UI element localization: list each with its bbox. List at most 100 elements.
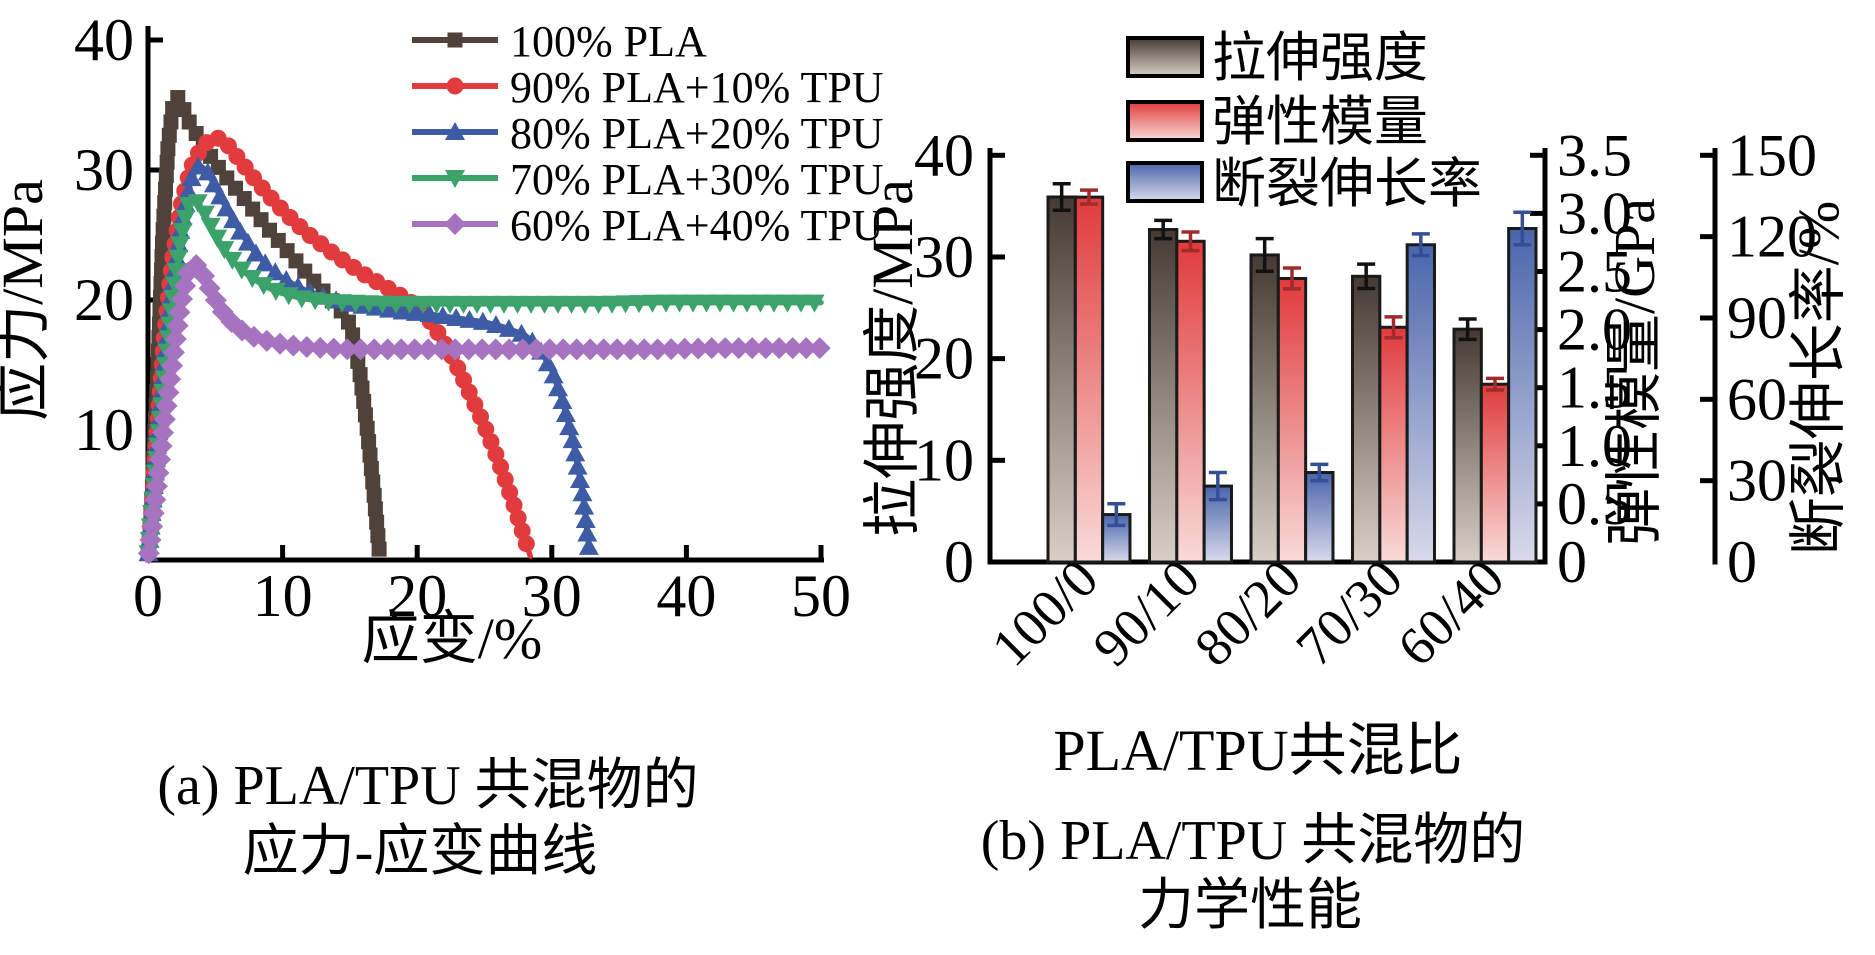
curve-marker-4 <box>139 528 162 551</box>
legend-marker-1 <box>446 77 464 95</box>
curve-marker-4 <box>606 338 629 361</box>
curve-marker-4 <box>768 337 791 360</box>
chart-b-mid-tick-label: 1.0 <box>1557 413 1632 479</box>
curve-marker-3 <box>696 294 717 313</box>
curve-marker-0 <box>158 168 174 184</box>
curve-marker-3 <box>175 209 196 228</box>
curve-marker-2 <box>204 174 225 193</box>
bar-left-group1 <box>1148 228 1179 564</box>
curve-marker-3 <box>439 295 460 314</box>
chart-b-right-tick-label: 90 <box>1727 285 1787 351</box>
curve-marker-4 <box>795 337 818 360</box>
curve-marker-3 <box>682 294 703 313</box>
curve-marker-0 <box>354 380 370 396</box>
curve-marker-4 <box>295 336 318 359</box>
chart-a-axes: 0 10 20 30 40 50 10 20 30 40 <box>74 7 851 629</box>
curve-marker-4 <box>164 328 187 351</box>
curve-marker-2 <box>565 443 586 462</box>
curve-marker-0 <box>345 327 361 343</box>
curve-marker-3 <box>194 205 215 224</box>
curve-marker-2 <box>245 243 266 262</box>
curve-marker-3 <box>669 294 690 313</box>
curve-marker-4 <box>727 337 750 360</box>
curve-marker-3 <box>305 292 326 311</box>
curve-marker-2 <box>552 390 573 409</box>
curve-marker-4 <box>336 338 359 361</box>
legend-label-60pla-40tpu: 60% PLA+40% TPU <box>510 201 884 250</box>
curve-marker-0 <box>160 141 176 157</box>
curve-marker-2 <box>562 430 583 449</box>
curve-marker-2 <box>197 162 218 181</box>
curve-marker-2 <box>559 417 580 436</box>
curve-marker-3 <box>777 294 798 313</box>
curve-marker-2 <box>577 523 598 542</box>
chart-b-category-label: 100/0 <box>980 548 1109 677</box>
curve-marker-4 <box>390 338 413 361</box>
bar-mid-group4 <box>1479 382 1511 564</box>
curve-marker-3 <box>399 295 420 314</box>
chart-b-caption-line2: 力学性能 <box>1138 875 1362 937</box>
chart-b: 01020304000.51.01.52.02.53.03.5030609012… <box>860 28 1851 937</box>
chart-a-legend-markers <box>412 32 498 235</box>
chart-b-error-bars <box>1052 182 1532 528</box>
curve-marker-3 <box>172 223 193 242</box>
chart-a-x-tick-label: 40 <box>656 563 716 629</box>
bar-mid-group3 <box>1378 325 1409 564</box>
legend-swatch-0 <box>1126 36 1204 78</box>
curve-marker-4 <box>155 394 178 417</box>
curve-marker-3 <box>804 294 825 313</box>
chart-a-x-tick-label: 20 <box>387 563 447 629</box>
bar-right-group4 <box>1507 227 1538 564</box>
curve-marker-2 <box>485 315 506 334</box>
curve-marker-4 <box>592 338 615 361</box>
curve-marker-4 <box>646 338 669 361</box>
curve-marker-2 <box>498 318 519 337</box>
curve-marker-0 <box>356 393 372 409</box>
curve-marker-4 <box>153 408 176 431</box>
legend-label-90pla-10tpu: 90% PLA+10% TPU <box>510 63 884 112</box>
curve-marker-3 <box>426 295 447 314</box>
chart-b-bars <box>1046 195 1538 564</box>
curve-marker-4 <box>282 334 305 357</box>
chart-b-mid-tick-label: 0 <box>1557 529 1587 595</box>
chart-a-y-tick-label: 10 <box>74 397 134 463</box>
curve-marker-2 <box>223 210 244 229</box>
chart-a-y-tick-label: 40 <box>74 7 134 73</box>
curve-marker-4 <box>363 338 386 361</box>
chart-b-mid-tick-label: 1.5 <box>1557 355 1632 421</box>
legend-marker-3 <box>445 170 465 188</box>
curve-marker-4 <box>309 336 332 359</box>
curve-marker-1 <box>517 535 535 553</box>
chart-b-right-tick-label: 0 <box>1727 529 1757 595</box>
chart-a-x-tick-label: 10 <box>253 563 313 629</box>
curve-marker-4 <box>808 337 831 360</box>
curve-marker-0 <box>163 114 179 130</box>
curve-marker-3 <box>507 295 528 314</box>
curve-marker-4 <box>673 337 696 360</box>
curve-marker-3 <box>345 294 366 313</box>
curve-marker-3 <box>169 236 190 255</box>
curve-marker-3 <box>574 295 595 314</box>
curve-marker-4 <box>498 338 521 361</box>
curve-marker-3 <box>166 263 187 282</box>
curve-marker-4 <box>687 337 710 360</box>
bar-left-group3 <box>1351 274 1382 564</box>
chart-b-legend: 拉伸强度 弹性模量 断裂伸长率 <box>1212 28 1482 214</box>
curve-marker-3 <box>588 295 609 314</box>
chart-b-caption-line1: (b) PLA/TPU 共混物的 <box>981 810 1525 872</box>
curve-marker-4 <box>349 338 372 361</box>
curve-marker-4 <box>376 338 399 361</box>
chart-a-y-tick-label: 20 <box>74 267 134 333</box>
curve-marker-0 <box>357 407 373 423</box>
chart-b-right-tick-label: 60 <box>1727 366 1787 432</box>
curve-marker-2 <box>537 353 558 372</box>
curve-marker-2 <box>365 297 386 316</box>
curve-marker-3 <box>385 295 406 314</box>
curve-marker-4 <box>162 341 185 364</box>
curve-marker-3 <box>222 251 243 270</box>
bar-right-group3 <box>1405 243 1436 564</box>
chart-b-left-tick-label: 40 <box>914 122 974 188</box>
curve-marker-3 <box>168 249 189 268</box>
legend-label-80pla-20tpu: 80% PLA+20% TPU <box>510 109 884 158</box>
chart-b-category-label: 80/20 <box>1183 548 1312 677</box>
